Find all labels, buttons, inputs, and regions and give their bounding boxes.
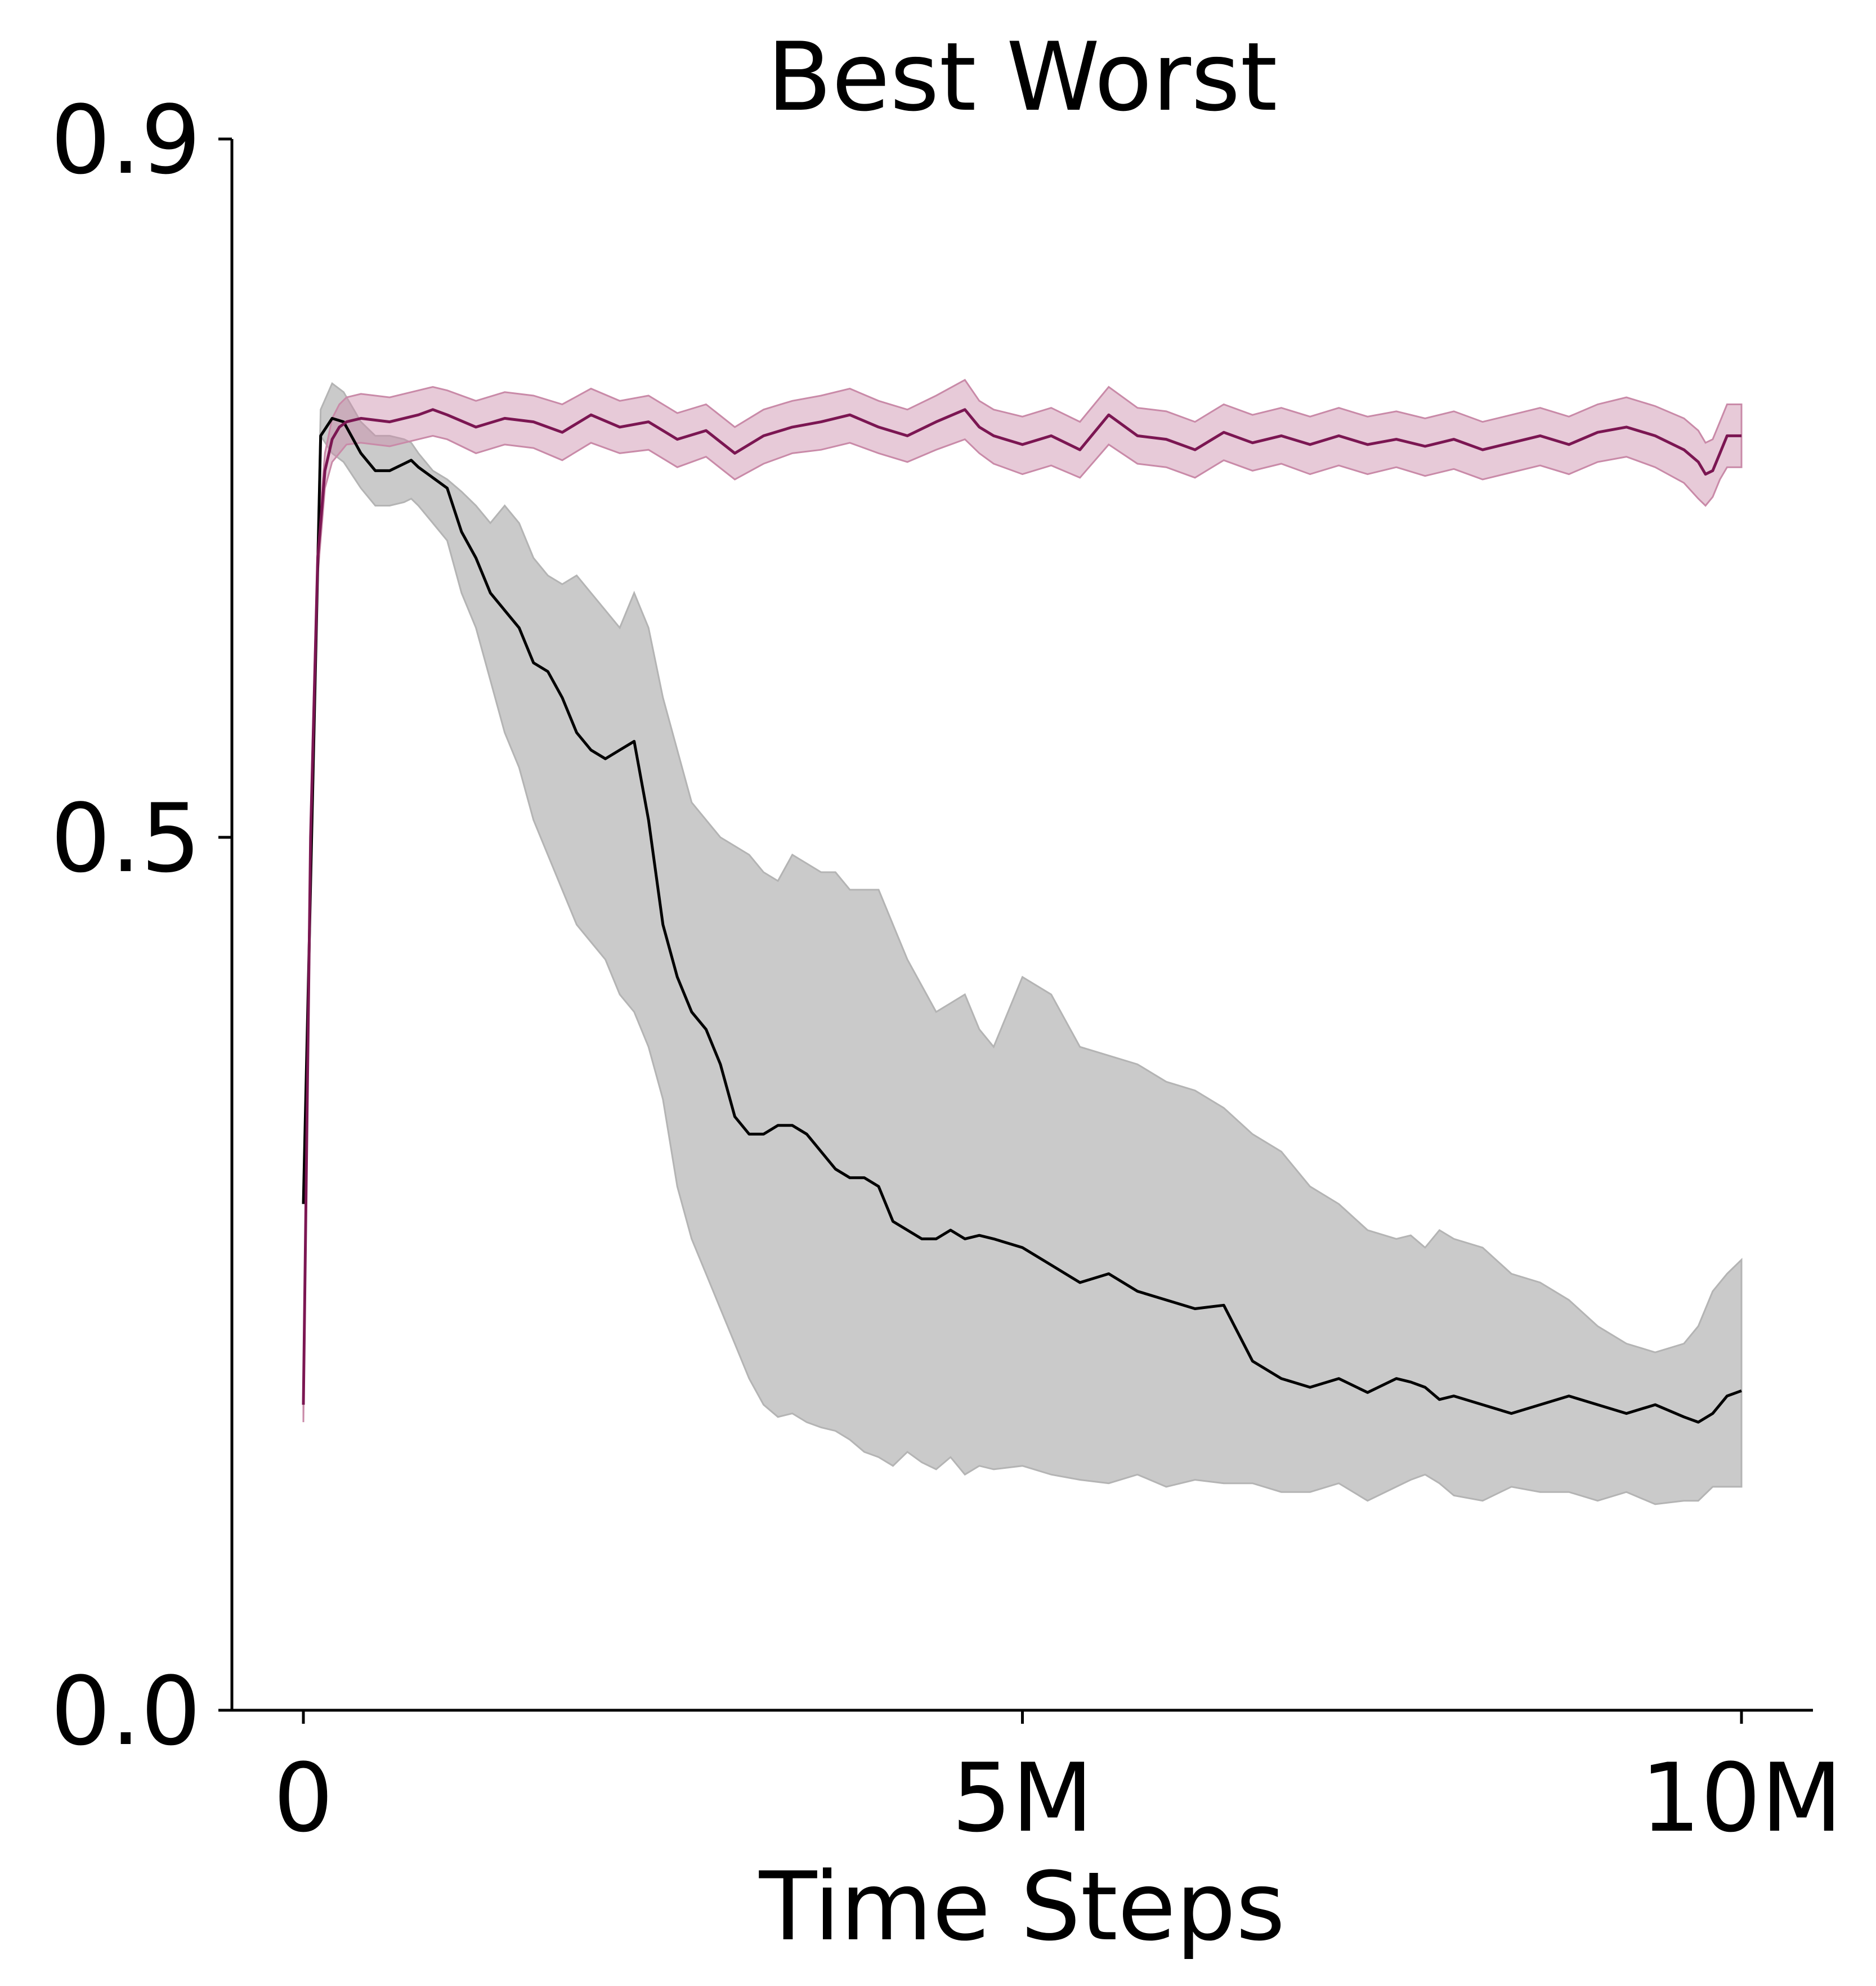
series-0-line bbox=[302, 416, 1742, 1424]
y-tick-label: 0.9 bbox=[51, 85, 201, 195]
y-tick-label: 0.5 bbox=[51, 783, 201, 894]
x-ticks: 0 5M 10M bbox=[274, 1710, 1843, 1853]
series-1-band bbox=[302, 379, 1743, 1423]
x-tick-label: 10M bbox=[1641, 1743, 1843, 1853]
plot-area bbox=[302, 379, 1743, 1505]
series-1-line bbox=[302, 408, 1741, 1405]
y-ticks: 0.0 0.5 0.9 bbox=[51, 85, 232, 1767]
x-tick-label: 0 bbox=[274, 1743, 334, 1853]
series-0-band bbox=[302, 382, 1743, 1505]
chart-title: Best Worst bbox=[767, 22, 1278, 132]
y-tick-label: 0.0 bbox=[51, 1656, 201, 1767]
x-axis-label: Time Steps bbox=[759, 1851, 1286, 1962]
x-tick-label: 5M bbox=[952, 1743, 1094, 1853]
